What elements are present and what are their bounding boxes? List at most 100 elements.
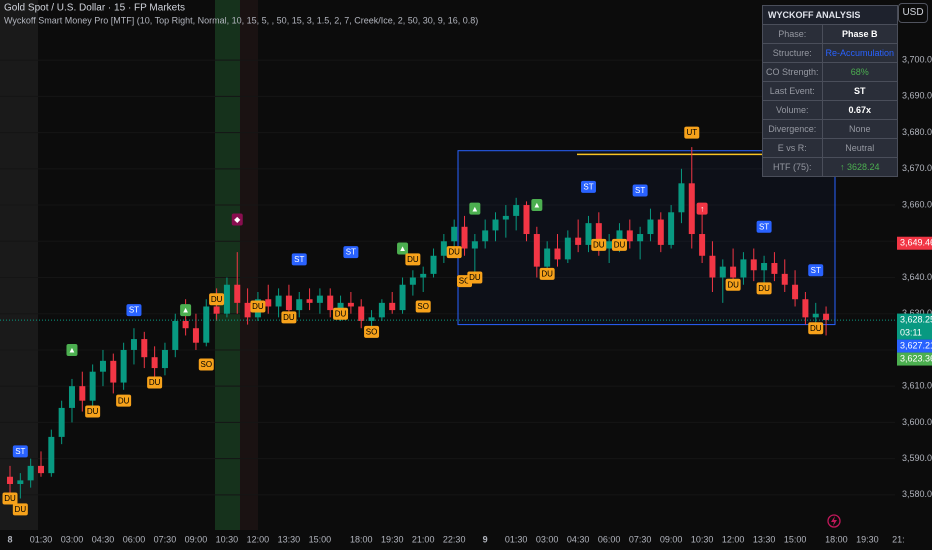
event-marker: DU: [12, 503, 28, 516]
candle-body: [68, 386, 75, 408]
chart-title: Gold Spot / U.S. Dollar · 15 · FP Market…: [4, 3, 185, 14]
x-tick-label: 10:30: [691, 534, 714, 544]
event-marker: ST: [343, 246, 359, 259]
event-marker-label: DU: [541, 269, 553, 278]
candle-body: [544, 248, 551, 267]
event-marker-box: [397, 242, 409, 255]
panel-row: Structure: Re-Accumulation: [762, 43, 899, 63]
panel-row: Last Event: ST: [762, 81, 899, 101]
panel-row: CO Strength: 68%: [762, 62, 899, 82]
event-marker-label: DU: [87, 407, 99, 416]
candle-body: [564, 237, 571, 260]
panel-label: Phase:: [762, 24, 823, 44]
candle-body: [182, 320, 189, 329]
candle-body: [750, 259, 757, 271]
currency-button[interactable]: USD: [898, 3, 928, 23]
candle-body: [17, 480, 24, 484]
price-tag: [897, 236, 932, 250]
event-marker-box: [611, 238, 627, 251]
candle-body: [626, 230, 633, 242]
event-marker: ▲: [397, 242, 409, 255]
price-tag-label: 3,623.36: [900, 353, 932, 363]
panel-label: Last Event:: [762, 81, 823, 101]
x-tick-label: 09:00: [660, 534, 683, 544]
event-marker-label: DU: [593, 241, 605, 250]
event-marker-label: DU: [758, 284, 770, 293]
event-marker-label: ST: [811, 266, 821, 275]
candle-body: [79, 386, 86, 401]
y-tick-label: 3,660.00: [902, 199, 932, 209]
candle-body: [285, 295, 292, 311]
x-tick-label: 15:00: [309, 534, 332, 544]
candle-body: [161, 349, 168, 369]
event-marker-box: [415, 300, 431, 313]
candle-body: [812, 313, 819, 318]
panel-value: Re-Accumulation: [821, 43, 899, 63]
candle-body: [99, 360, 106, 372]
candle-body: [740, 259, 747, 278]
x-tick-label: 01:30: [30, 534, 53, 544]
candle-body: [771, 263, 778, 274]
event-marker: SO: [198, 358, 214, 371]
event-marker: ▲: [531, 199, 543, 212]
candle-body: [89, 371, 96, 401]
y-tick-label: 3,640.00: [902, 272, 932, 282]
panel-label: E vs R:: [762, 138, 823, 158]
x-tick-label: 03:00: [536, 534, 559, 544]
panel-row: E vs R: Neutral: [762, 138, 899, 158]
candle-body: [234, 284, 241, 303]
candle-body: [657, 219, 664, 245]
session-band: [240, 0, 258, 530]
y-tick-label: 3,630.00: [902, 308, 932, 318]
panel-value: 0.67x: [821, 100, 899, 120]
event-marker-box: [85, 405, 101, 418]
range-box: [457, 150, 836, 326]
event-marker-label: ST: [759, 222, 769, 231]
x-tick-label: 19:30: [856, 534, 879, 544]
event-marker-box: [333, 307, 349, 320]
event-marker-box: [591, 238, 607, 251]
event-marker: ▲: [469, 202, 481, 215]
event-marker-label: DU: [283, 313, 295, 322]
candle-body: [420, 273, 427, 278]
event-marker-box: [632, 184, 648, 197]
candle-body: [823, 313, 830, 321]
x-tick-label: 03:00: [61, 534, 84, 544]
event-marker-box: [446, 246, 462, 259]
event-marker: ST: [808, 264, 824, 277]
event-marker-label: DU: [252, 302, 264, 311]
event-marker: DU: [808, 322, 824, 335]
candle-body: [130, 339, 137, 350]
x-tick-label: 22:30: [443, 534, 466, 544]
x-tick-label: 13:30: [753, 534, 776, 544]
event-marker-box: [209, 293, 225, 306]
event-marker-label: UT: [686, 128, 697, 137]
event-marker-label: DU: [727, 280, 739, 289]
event-marker-label: ◆: [234, 215, 241, 224]
event-marker: SO: [364, 325, 380, 338]
x-tick-label: 15:00: [784, 534, 807, 544]
event-marker-box: [291, 253, 307, 266]
candle-body: [513, 205, 520, 216]
session-band: [215, 0, 240, 530]
candle-body: [533, 234, 540, 267]
y-tick-label: 3,690.00: [902, 91, 932, 101]
candle-body: [647, 219, 654, 235]
event-marker: ST: [756, 220, 772, 233]
event-marker: ◆: [231, 213, 243, 226]
event-marker: DU: [209, 293, 225, 306]
y-tick-label: 3,680.00: [902, 127, 932, 137]
panel-value: Phase B: [821, 24, 899, 44]
panel-value: ↑ 3628.24: [821, 157, 899, 177]
x-tick-label: 07:30: [629, 534, 652, 544]
event-marker-label: ST: [15, 447, 25, 456]
panel-value: Neutral: [821, 138, 899, 158]
analysis-panel: WYCKOFF ANALYSIS Phase: Phase B Structure:…: [761, 5, 899, 177]
event-marker-label: DU: [469, 273, 481, 282]
event-marker-box: [231, 213, 243, 226]
event-marker: DU: [611, 238, 627, 251]
price-tag-label: 3,628.25: [900, 314, 932, 324]
candle-body: [575, 237, 582, 245]
